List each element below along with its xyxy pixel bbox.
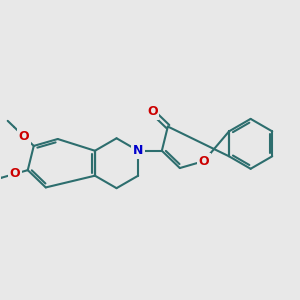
Text: N: N	[133, 144, 143, 157]
Text: O: O	[199, 154, 209, 168]
Text: O: O	[9, 167, 20, 180]
Text: O: O	[147, 105, 158, 118]
Text: O: O	[19, 130, 29, 143]
